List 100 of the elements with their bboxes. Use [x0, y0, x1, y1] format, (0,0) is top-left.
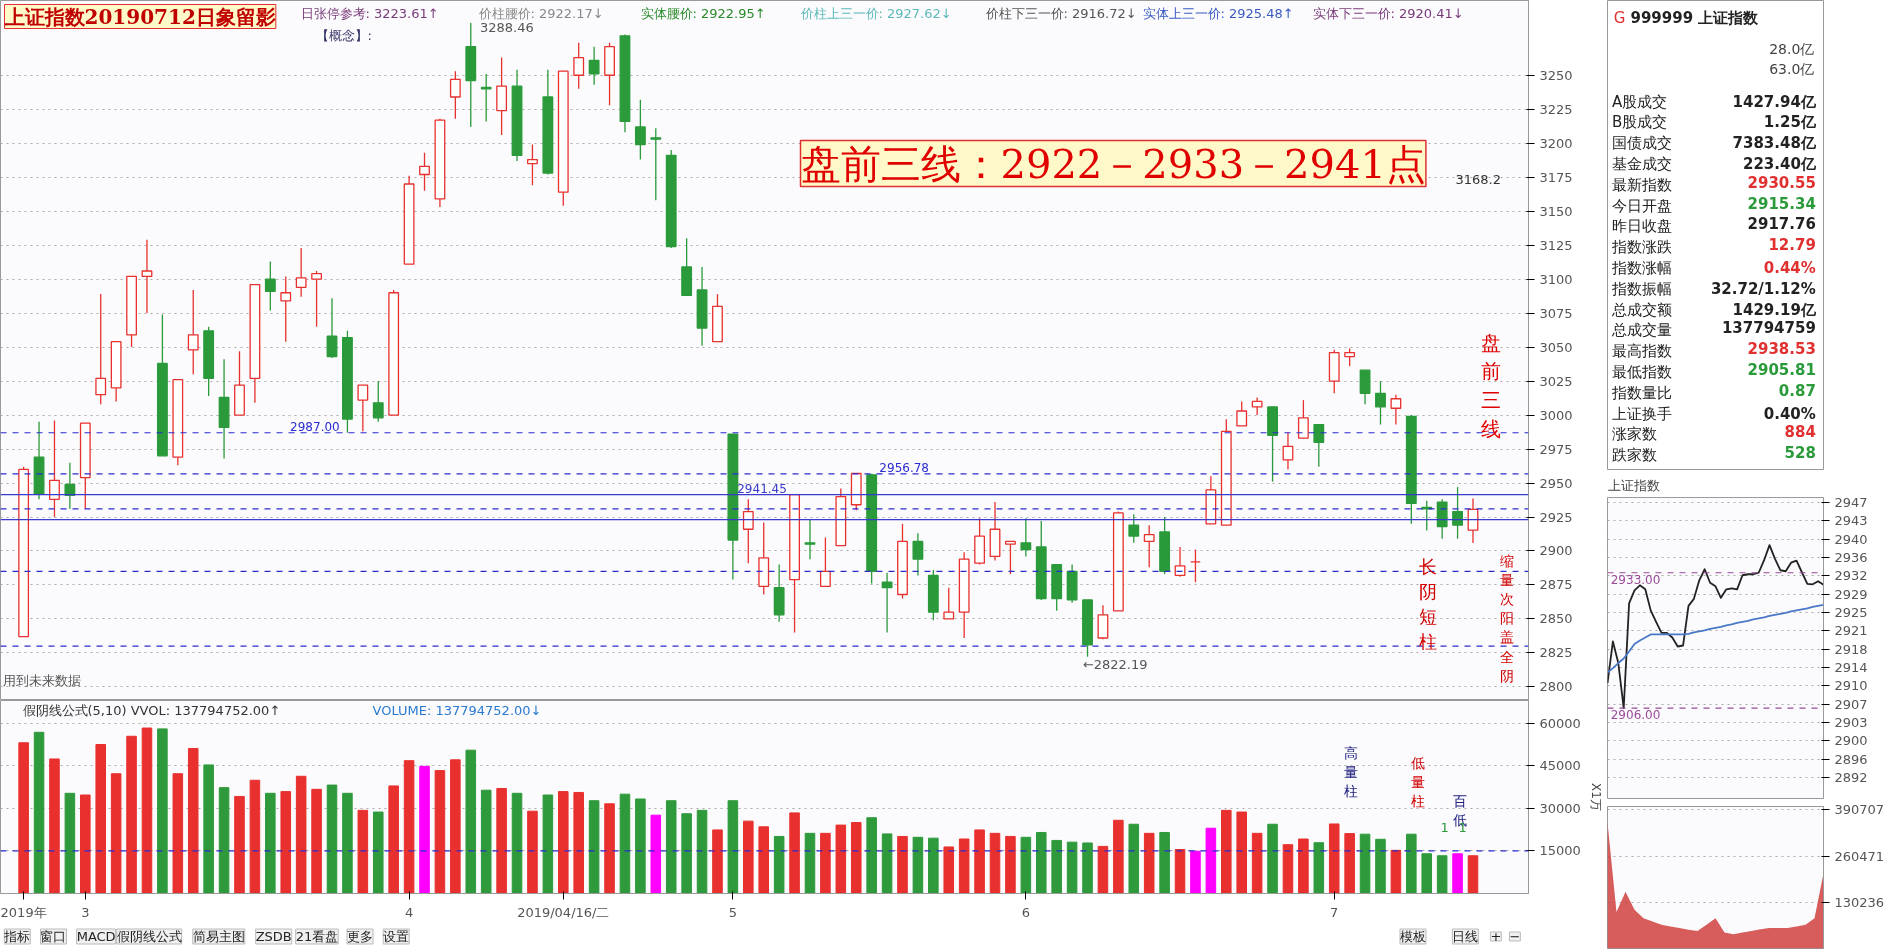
candlestick	[449, 70, 461, 120]
bar	[789, 812, 800, 894]
bar	[1020, 836, 1032, 894]
candlestick	[49, 419, 60, 518]
y-tick-label: 2936	[1834, 550, 1868, 565]
text: 指标	[3, 929, 31, 944]
text: 1427.94亿	[1732, 92, 1816, 111]
x-tick-label: 7	[1330, 904, 1339, 920]
bar	[635, 798, 646, 894]
bar	[419, 765, 430, 894]
y-tick-label: 2943	[1834, 513, 1868, 529]
bar	[1143, 832, 1155, 894]
bar	[265, 792, 276, 894]
bar	[588, 800, 600, 894]
y-tick-label: 2929	[1834, 586, 1868, 602]
candlestick	[64, 461, 76, 510]
annotation: 1	[1440, 819, 1449, 835]
bar	[126, 735, 137, 894]
y-tick-label: 2892	[1834, 770, 1868, 786]
category-label: B股成交	[1612, 113, 1668, 132]
bar	[80, 794, 91, 894]
bar	[866, 817, 877, 894]
bar	[1128, 823, 1140, 894]
candlestick	[819, 536, 831, 587]
bar	[110, 773, 122, 894]
x-tick-label: 2019/04/16/二	[517, 904, 610, 920]
bar	[326, 784, 338, 894]
category-label: 涨家数	[1612, 425, 1658, 444]
y-tick-label: 3175	[1539, 169, 1573, 185]
text: 21看盘	[295, 929, 339, 944]
text: 假阴线公式	[116, 929, 182, 944]
text: 1.25亿	[1763, 113, 1816, 132]
text: 999999 上证指数	[1630, 8, 1760, 27]
candlestick	[1236, 400, 1248, 427]
bar	[1051, 839, 1062, 894]
x-tick-label: 4	[404, 904, 414, 920]
candlestick	[588, 46, 600, 86]
bar	[958, 838, 970, 894]
bar	[974, 829, 985, 894]
ref-line-label: 2941.45	[737, 481, 787, 496]
text: 更多	[347, 929, 374, 944]
text: 0.44%	[1763, 258, 1816, 277]
y-tick-label: 2800	[1539, 679, 1573, 695]
candlestick	[280, 275, 292, 343]
candlestick	[804, 519, 816, 560]
bar	[820, 832, 831, 894]
bar	[187, 747, 199, 894]
candlestick	[1313, 423, 1325, 468]
bar	[1359, 833, 1371, 894]
bar	[696, 809, 708, 894]
bar	[64, 792, 76, 894]
y-tick-label: 2947	[1834, 495, 1868, 511]
bar	[1313, 842, 1325, 894]
category-label: 昨日收盘	[1612, 217, 1673, 236]
bar	[434, 770, 446, 894]
candlestick	[1005, 540, 1016, 575]
bar	[1267, 823, 1278, 894]
bar	[1035, 831, 1047, 894]
bar	[33, 731, 45, 894]
bar	[1282, 844, 1294, 894]
bar	[388, 785, 399, 894]
bar	[1159, 831, 1170, 894]
category-label: 指数量比	[1611, 383, 1673, 402]
category-label: 最高指数	[1612, 342, 1673, 361]
y-tick-label: 2940	[1834, 531, 1868, 547]
candlestick	[1375, 380, 1386, 426]
annotation: 实体下三一价: 2920.41↓	[1312, 5, 1464, 21]
annotation: 用到未来数据	[2, 672, 81, 688]
bar	[619, 793, 631, 894]
text: 简易主图	[192, 929, 245, 944]
bar	[1251, 832, 1263, 894]
bar	[850, 822, 862, 894]
bar	[1082, 842, 1093, 894]
y-tick-label: 2950	[1539, 475, 1573, 491]
text: 2930.55	[1747, 173, 1816, 192]
x-tick-label: 6	[1021, 904, 1030, 920]
category-label: 上证换手	[1612, 404, 1673, 423]
bar	[49, 758, 60, 894]
text: 2915.34	[1747, 194, 1816, 213]
y-tick-label: 2910	[1834, 678, 1868, 694]
bar	[1298, 838, 1309, 894]
candlestick	[187, 289, 199, 375]
ref-line-label: 2933.00	[1610, 572, 1661, 587]
y-tick-label: 2914	[1834, 660, 1868, 676]
bar	[1113, 819, 1124, 894]
candlestick	[1020, 517, 1032, 558]
candlestick	[527, 143, 538, 186]
candlestick	[141, 239, 153, 314]
bar	[527, 810, 538, 894]
candlestick	[372, 380, 384, 423]
bar	[1005, 835, 1016, 894]
text: 7383.48亿	[1732, 134, 1816, 153]
text: 0.40%	[1763, 404, 1816, 423]
candlestick	[295, 247, 307, 298]
bar	[480, 789, 492, 894]
chart-title: 上证指数	[1607, 477, 1660, 493]
bar	[1390, 849, 1402, 894]
bar	[203, 764, 214, 894]
text: 2905.81	[1747, 360, 1816, 379]
text: 884	[1784, 423, 1816, 442]
